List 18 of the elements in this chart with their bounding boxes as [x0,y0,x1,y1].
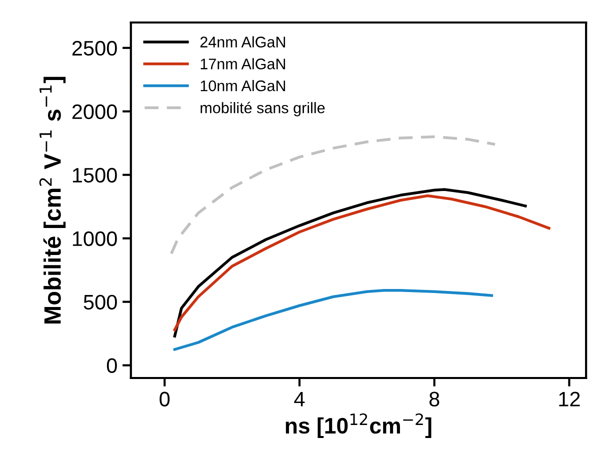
y-tick-label: 1500 [72,168,117,183]
x-tick-label: 4 [294,392,305,406]
y-tick-label: 0 [106,358,117,374]
x-axis-title: ns [10$^{12}$cm$^{−2}$] [286,413,432,438]
y-axis-title: Mobilité [cm$^{2}$ V$^{−1}$ s$^{−1}$] [39,76,66,324]
x-tick-label: 12 [559,392,580,406]
y-tick-label: 500 [84,294,117,310]
line-series [170,135,496,255]
y-tick-label: 1000 [72,231,117,246]
y-tick-label: 2000 [72,104,117,120]
legend-label: 24nm AlGaN [200,36,286,48]
legend-label: mobilité sans grille [200,102,325,116]
line-series [173,289,494,351]
x-tick-label: 0 [160,392,170,406]
y-tick-label: 2500 [72,40,117,56]
legend-label: 17nm AlGaN [200,58,286,70]
legend-label: 10nm AlGaN [200,80,286,92]
x-tick-label: 8 [429,392,440,406]
